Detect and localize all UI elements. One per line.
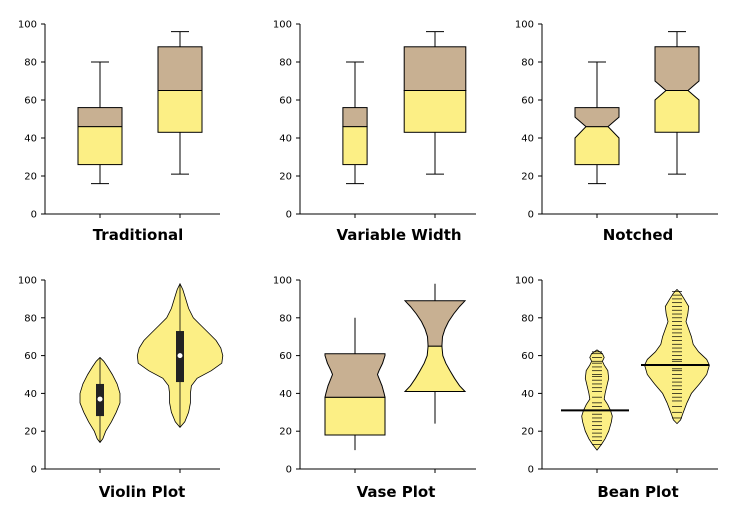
plot-area-variable-width	[342, 31, 467, 185]
panel-title-violin: Violin Plot	[99, 483, 186, 501]
vase-upper-vase-group-1	[324, 353, 386, 398]
y-tick-label-violin-60: 60	[24, 351, 37, 362]
panel-title-vase: Vase Plot	[357, 483, 436, 501]
plot-area-traditional	[77, 31, 203, 185]
y-tick-label-bean-100: 100	[515, 276, 534, 287]
y-tick-label-vase-0: 0	[286, 465, 292, 476]
box-upper-variable-group-1	[342, 107, 368, 128]
bean-body-bean-group-1	[581, 349, 613, 451]
y-tick-label-traditional-80: 80	[24, 58, 37, 69]
violin-median-dot-violin-group-2	[177, 353, 183, 359]
y-axis-variable-width: 0 20 40 60 80 100	[273, 20, 476, 221]
box-lower-traditional-group-1	[77, 126, 123, 166]
y-tick-label-traditional-20: 20	[24, 172, 37, 183]
panel-vase: 0 20 40 60 80 100 Vase Plot	[273, 276, 476, 501]
panel-violin: 0 20 40 60 80 100 Violin Plot	[18, 276, 224, 501]
y-tick-label-bean-0: 0	[528, 465, 534, 476]
y-tick-label-notched-60: 60	[521, 96, 534, 107]
violin-median-dot-violin-group-1	[97, 396, 103, 402]
y-tick-label-variable-40: 40	[279, 134, 292, 145]
y-axis-vase: 0 20 40 60 80 100	[273, 276, 476, 476]
box-lower-variable-group-1	[342, 126, 368, 166]
y-tick-label-vase-20: 20	[279, 427, 292, 438]
panel-traditional: 0 20 40 60 80 100 Traditional	[18, 20, 220, 244]
y-tick-label-variable-20: 20	[279, 172, 292, 183]
y-tick-label-traditional-40: 40	[24, 134, 37, 145]
y-tick-label-notched-20: 20	[521, 172, 534, 183]
plot-area-violin	[79, 282, 224, 444]
box-lower-notched-group-1	[574, 126, 620, 166]
vase-lower-vase-group-2	[403, 345, 467, 392]
y-tick-label-violin-40: 40	[24, 389, 37, 400]
y-tick-label-vase-80: 80	[279, 313, 292, 324]
y-tick-label-bean-60: 60	[521, 351, 534, 362]
box-lower-notched-group-2	[654, 90, 700, 133]
y-tick-label-notched-40: 40	[521, 134, 534, 145]
y-tick-label-violin-0: 0	[31, 465, 37, 476]
y-tick-label-bean-20: 20	[521, 427, 534, 438]
y-tick-label-violin-20: 20	[24, 427, 37, 438]
y-tick-label-variable-60: 60	[279, 96, 292, 107]
y-tick-label-violin-80: 80	[24, 313, 37, 324]
y-tick-label-notched-0: 0	[528, 210, 534, 221]
panel-notched: 0 20 40 60 80 100 Notched	[515, 20, 718, 244]
y-axis-traditional: 0 20 40 60 80 100	[18, 20, 220, 221]
panel-title-traditional: Traditional	[93, 226, 184, 244]
y-tick-label-notched-100: 100	[515, 20, 534, 31]
panel-bean: 0 20 40 60 80 100 Bean Plot	[515, 276, 718, 501]
plot-area-bean	[561, 288, 710, 451]
vase-upper-vase-group-2	[403, 300, 467, 347]
box-upper-traditional-group-2	[157, 46, 203, 91]
y-tick-label-bean-80: 80	[521, 313, 534, 324]
y-tick-label-vase-100: 100	[273, 276, 292, 287]
y-tick-label-violin-100: 100	[18, 276, 37, 287]
box-lower-traditional-group-2	[157, 90, 203, 133]
box-upper-notched-group-2	[654, 46, 700, 91]
y-axis-bean: 0 20 40 60 80 100	[515, 276, 718, 476]
box-upper-variable-group-2	[403, 46, 467, 91]
panel-title-bean: Bean Plot	[597, 483, 678, 501]
y-tick-label-bean-40: 40	[521, 389, 534, 400]
y-tick-label-vase-60: 60	[279, 351, 292, 362]
y-tick-label-traditional-100: 100	[18, 20, 37, 31]
y-axis-violin: 0 20 40 60 80 100	[18, 276, 220, 476]
plot-area-vase	[324, 283, 467, 451]
y-tick-label-variable-100: 100	[273, 20, 292, 31]
panel-variable-width: 0 20 40 60 80 100 Variable Width	[273, 20, 476, 244]
y-tick-label-traditional-60: 60	[24, 96, 37, 107]
vase-lower-vase-group-1	[324, 396, 386, 436]
y-tick-label-variable-80: 80	[279, 58, 292, 69]
y-tick-label-vase-40: 40	[279, 389, 292, 400]
y-tick-label-traditional-0: 0	[31, 210, 37, 221]
bean-body-bean-group-2	[644, 288, 710, 425]
y-tick-label-variable-0: 0	[286, 210, 292, 221]
y-axis-notched: 0 20 40 60 80 100	[515, 20, 718, 221]
box-upper-traditional-group-1	[77, 107, 123, 128]
box-upper-notched-group-1	[574, 107, 620, 128]
panel-title-variable-width: Variable Width	[336, 226, 461, 244]
y-tick-label-notched-80: 80	[521, 58, 534, 69]
panel-title-notched: Notched	[603, 226, 674, 244]
plot-area-notched	[574, 31, 700, 185]
box-lower-variable-group-2	[403, 90, 467, 133]
